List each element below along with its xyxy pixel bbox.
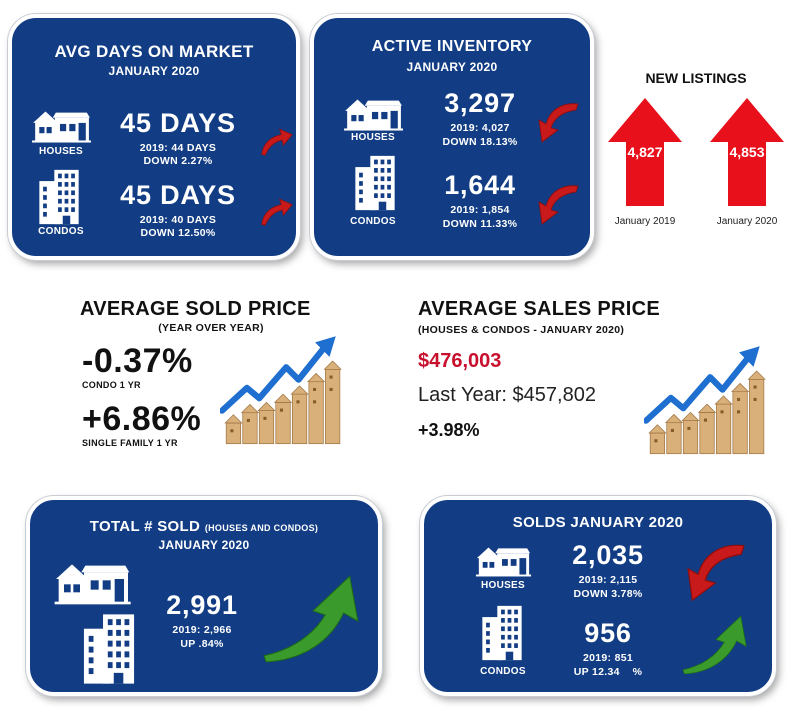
- condos-inventory-value: 1,644: [444, 170, 516, 200]
- condo-change-label: CONDO 1 YR: [82, 380, 141, 390]
- condos-prior-year: 2019: 1,854: [450, 204, 510, 216]
- card-subtitle: JANUARY 2020: [108, 64, 200, 78]
- condos-prior-year: 2019: 851: [583, 652, 633, 664]
- house-icon: [52, 560, 132, 606]
- total-sold-title-note: (HOUSES AND CONDOS): [204, 523, 319, 533]
- houses-label: HOUSES: [480, 580, 526, 591]
- houses-change: DOWN 2.27%: [143, 155, 213, 167]
- solds-card: SOLDS JANUARY 2020 HOUSES 2,035 2019: 2,…: [420, 496, 776, 696]
- card-subtitle: JANUARY 2020: [158, 538, 250, 552]
- condos-sold-value: 956: [584, 618, 632, 648]
- houses-change: DOWN 3.78%: [573, 588, 643, 600]
- houses-prior-year: 2019: 4,027: [450, 122, 510, 134]
- card-title: ACTIVE INVENTORY: [371, 38, 533, 55]
- avg-sales-price-value: $476,003: [418, 350, 502, 372]
- growth-chart-icon: [220, 334, 344, 448]
- up-arrow-icon: [710, 98, 784, 206]
- condos-label: CONDOS: [480, 666, 526, 677]
- condo-icon: [350, 154, 400, 212]
- total-sold-title: TOTAL # SOLD: [89, 518, 201, 535]
- houses-days-value: 45 DAYS: [120, 108, 236, 138]
- house-icon: [474, 544, 532, 578]
- listing-label-2019: January 2019: [614, 216, 676, 227]
- trend-up-red-arrow-icon: [258, 122, 294, 158]
- condo-change-value: -0.37%: [82, 342, 193, 380]
- avg-days-card: AVG DAYS ON MARKET JANUARY 2020 HOUSES 4…: [8, 14, 300, 260]
- up-arrow-icon: [608, 98, 682, 206]
- card-title: SOLDS JANUARY 2020: [512, 514, 684, 531]
- trend-down-red-arrow-icon: [670, 540, 752, 606]
- condo-icon: [78, 612, 140, 686]
- houses-prior-year: 2019: 44 DAYS: [139, 142, 217, 154]
- trend-down-red-arrow-icon: [530, 100, 580, 146]
- single-family-change-value: +6.86%: [82, 400, 202, 438]
- condo-icon: [478, 604, 526, 662]
- houses-label: HOUSES: [38, 146, 84, 157]
- condos-change: UP 12.34 %: [573, 666, 643, 678]
- houses-label: HOUSES: [350, 132, 396, 143]
- growth-chart-icon: [644, 344, 768, 458]
- total-sold-card: TOTAL # SOLD (HOUSES AND CONDOS) JANUARY…: [26, 496, 382, 696]
- condos-label: CONDOS: [350, 216, 396, 227]
- new-listings-title: NEW LISTINGS: [645, 70, 747, 86]
- avg-sales-price-title: AVERAGE SALES PRICE: [418, 298, 661, 320]
- avg-sales-price-subtitle: (HOUSES & CONDOS - JANUARY 2020): [418, 324, 625, 336]
- avg-sales-price-last-year: Last Year: $457,802: [418, 384, 596, 406]
- active-inventory-card: ACTIVE INVENTORY JANUARY 2020 HOUSES 3,2…: [310, 14, 594, 260]
- card-subtitle: JANUARY 2020: [406, 60, 498, 74]
- total-sold-prior-year: 2019: 2,966: [172, 624, 232, 636]
- avg-sales-price-change: +3.98%: [418, 420, 480, 440]
- houses-prior-year: 2019: 2,115: [578, 574, 638, 586]
- house-icon: [30, 108, 92, 144]
- new-listings-section: NEW LISTINGS 4,827 January 2019 4,853 Ja…: [598, 66, 794, 236]
- condos-days-value: 45 DAYS: [120, 180, 236, 210]
- condos-change: DOWN 11.33%: [442, 218, 518, 230]
- condos-label: CONDOS: [38, 226, 84, 237]
- houses-sold-value: 2,035: [572, 540, 644, 570]
- avg-sold-price-title: AVERAGE SOLD PRICE: [80, 298, 311, 320]
- condos-change: DOWN 12.50%: [140, 227, 216, 239]
- trend-up-green-arrow-icon: [262, 568, 364, 664]
- house-icon: [342, 96, 404, 132]
- total-sold-value: 2,991: [166, 590, 238, 620]
- listing-label-2020: January 2020: [716, 216, 778, 227]
- houses-inventory-value: 3,297: [444, 88, 516, 118]
- card-title: AVG DAYS ON MARKET: [54, 42, 254, 61]
- total-sold-change: UP .84%: [180, 638, 224, 650]
- trend-up-green-arrow-icon: [674, 612, 758, 674]
- condo-icon: [34, 168, 84, 226]
- listing-value-2020: 4,853: [729, 144, 765, 160]
- condos-prior-year: 2019: 40 DAYS: [139, 214, 217, 226]
- single-family-change-label: SINGLE FAMILY 1 YR: [82, 438, 178, 448]
- card-title: TOTAL # SOLD (HOUSES AND CONDOS): [30, 518, 378, 536]
- avg-sold-price-subtitle: (YEAR OVER YEAR): [158, 322, 264, 334]
- trend-up-red-arrow-icon: [258, 192, 294, 228]
- houses-change: DOWN 18.13%: [442, 136, 518, 148]
- trend-down-red-arrow-icon: [530, 182, 580, 228]
- listing-value-2019: 4,827: [627, 144, 663, 160]
